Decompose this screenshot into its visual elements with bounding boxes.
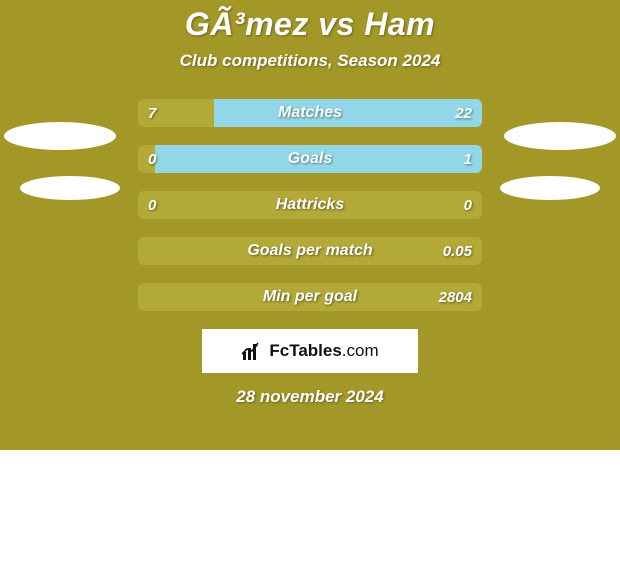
brand-domain: .com (342, 341, 379, 360)
subtitle: Club competitions, Season 2024 (0, 51, 620, 71)
stat-row: Min per goal2804 (138, 283, 482, 311)
brand-name: FcTables (269, 341, 341, 360)
stat-bar-right (214, 99, 482, 127)
stat-row: Goals01 (138, 145, 482, 173)
player-right-shadow-1 (504, 122, 616, 150)
stat-bar-left (138, 145, 155, 173)
bar-chart-icon (241, 340, 263, 362)
player-right-shadow-2 (500, 176, 600, 200)
stat-bar-left (138, 283, 482, 311)
comparison-panel: GÃ³mez vs Ham Club competitions, Season … (0, 0, 620, 450)
stat-row: Matches722 (138, 99, 482, 127)
stat-bar-left (138, 237, 482, 265)
stat-bar-left (138, 99, 214, 127)
brand-text: FcTables.com (269, 341, 378, 361)
brand-badge[interactable]: FcTables.com (202, 329, 418, 373)
player-left-shadow-1 (4, 122, 116, 150)
stat-bar-group: Matches722 Goals01 Hattricks00 Goals per ma… (138, 99, 482, 311)
date-line: 28 november 2024 (0, 387, 620, 407)
page-title: GÃ³mez vs Ham (0, 6, 620, 43)
stat-row: Hattricks00 (138, 191, 482, 219)
player-left-shadow-2 (20, 176, 120, 200)
stat-bar-right (155, 145, 482, 173)
stat-bar-left (138, 191, 482, 219)
stat-row: Goals per match0.05 (138, 237, 482, 265)
